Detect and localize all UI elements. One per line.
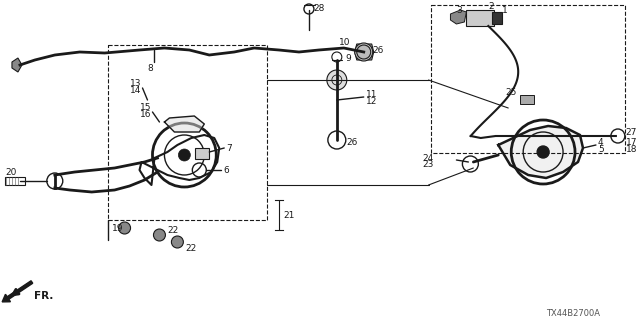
- Polygon shape: [499, 126, 583, 178]
- Text: 22: 22: [168, 226, 179, 235]
- Bar: [195, 148, 209, 159]
- Circle shape: [179, 149, 190, 161]
- Text: 27: 27: [626, 127, 637, 137]
- Bar: [5, 177, 25, 185]
- Text: 14: 14: [129, 85, 141, 94]
- Text: 7: 7: [226, 143, 232, 153]
- Text: TX44B2700A: TX44B2700A: [546, 308, 600, 317]
- Text: 15: 15: [140, 102, 151, 111]
- Text: 16: 16: [140, 109, 151, 118]
- Bar: [520, 95, 534, 104]
- Text: 28: 28: [313, 4, 324, 12]
- Text: 26: 26: [372, 45, 384, 54]
- Text: 18: 18: [626, 145, 637, 154]
- Circle shape: [118, 222, 131, 234]
- Polygon shape: [451, 10, 467, 24]
- Text: 13: 13: [129, 78, 141, 87]
- Bar: [108, 45, 267, 220]
- Text: 9: 9: [345, 53, 351, 62]
- Circle shape: [537, 146, 549, 158]
- Polygon shape: [164, 116, 204, 132]
- Text: 11: 11: [365, 90, 377, 99]
- Text: 19: 19: [111, 223, 123, 233]
- Text: 17: 17: [626, 138, 637, 147]
- Text: 22: 22: [186, 244, 196, 252]
- Bar: [467, 10, 494, 26]
- Text: 25: 25: [506, 87, 517, 97]
- Text: 4: 4: [598, 138, 604, 147]
- Polygon shape: [355, 44, 374, 60]
- Polygon shape: [12, 58, 22, 72]
- Circle shape: [154, 229, 165, 241]
- Bar: [492, 12, 502, 24]
- Text: 5: 5: [598, 145, 604, 154]
- Circle shape: [356, 45, 371, 59]
- Text: 3: 3: [456, 5, 462, 14]
- Text: 2: 2: [488, 2, 494, 11]
- Bar: [431, 5, 625, 153]
- Circle shape: [327, 70, 347, 90]
- Text: 10: 10: [339, 37, 351, 46]
- Text: 20: 20: [5, 167, 17, 177]
- FancyArrow shape: [2, 281, 33, 302]
- Text: FR.: FR.: [34, 291, 53, 301]
- Text: 26: 26: [347, 138, 358, 147]
- Text: 21: 21: [283, 211, 294, 220]
- Circle shape: [355, 43, 372, 61]
- Text: 24: 24: [422, 154, 433, 163]
- Text: 12: 12: [365, 97, 377, 106]
- Text: 23: 23: [422, 159, 433, 169]
- Text: 1: 1: [502, 5, 508, 14]
- Text: 8: 8: [147, 63, 153, 73]
- Text: 6: 6: [223, 165, 229, 174]
- Circle shape: [172, 236, 184, 248]
